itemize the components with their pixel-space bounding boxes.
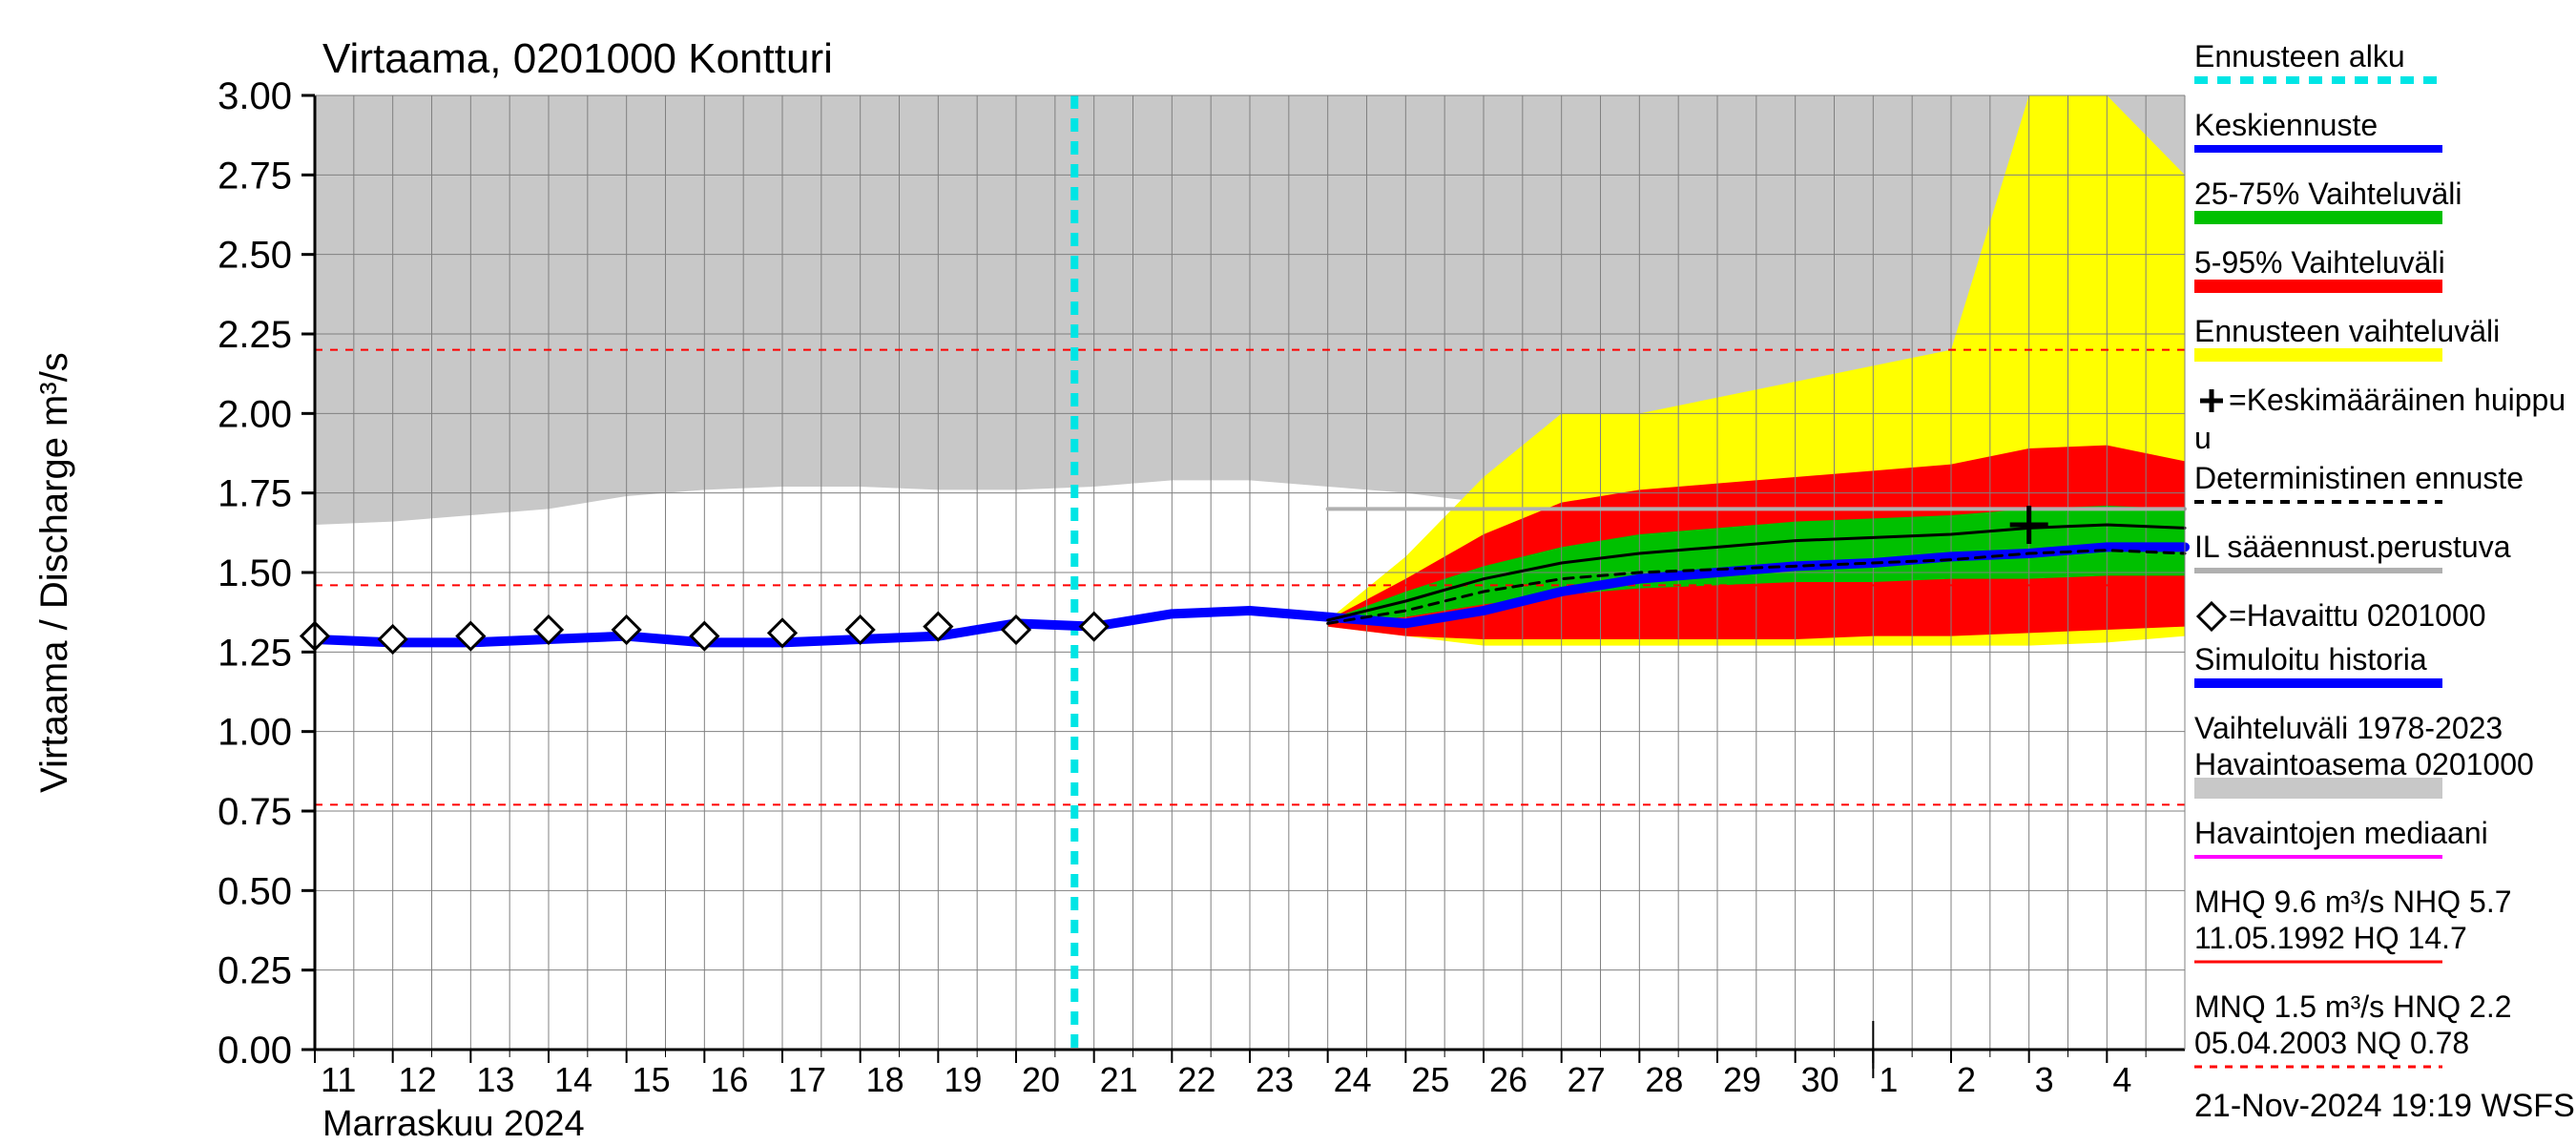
x-tick-label: 26 (1489, 1060, 1527, 1099)
y-tick-label: 1.50 (218, 552, 292, 594)
x-tick-label: 11 (321, 1060, 356, 1099)
x-tick-label: 28 (1645, 1060, 1683, 1099)
legend-label: MNQ 1.5 m³/s HNQ 2.2 (2194, 989, 2512, 1024)
legend-label: Keskiennuste (2194, 108, 2378, 142)
x-tick-label: 18 (866, 1060, 904, 1099)
y-tick-label: 1.25 (218, 632, 292, 674)
x-tick-label: 21 (1100, 1060, 1138, 1099)
legend-label: IL sääennust.perustuva (2194, 530, 2511, 564)
chart-container: 0.00 0.25 0.50 0.75 1.00 1.25 1.50 1.75 2.00 2.25… (0, 0, 2576, 1145)
legend-label: =Havaittu 0201000 (2229, 598, 2486, 633)
y-tick-label: 0.25 (218, 950, 292, 992)
chart-title: Virtaama, 0201000 Kontturi (322, 35, 833, 82)
y-tick-label: 2.00 (218, 393, 292, 435)
x-tick-label: 30 (1801, 1060, 1839, 1099)
legend-sublabel: Havaintoasema 0201000 (2194, 747, 2534, 781)
legend-label: Deterministinen ennuste (2194, 461, 2524, 495)
discharge-forecast-chart: 0.00 0.25 0.50 0.75 1.00 1.25 1.50 1.75 2.00 2.25… (0, 0, 2576, 1145)
legend-sublabel: 05.04.2003 NQ 0.78 (2194, 1026, 2469, 1060)
x-tick-label: 16 (710, 1060, 748, 1099)
legend-label: Simuloitu historia (2194, 642, 2427, 677)
y-tick-label: 2.75 (218, 155, 292, 197)
y-tick-label: 0.00 (218, 1030, 292, 1072)
x-tick-label: 25 (1411, 1060, 1449, 1099)
x-tick-label: 24 (1334, 1060, 1372, 1099)
x-tick-label: 22 (1177, 1060, 1215, 1099)
x-tick-label: 27 (1568, 1060, 1606, 1099)
legend-label: 25-75% Vaihteluväli (2194, 177, 2462, 211)
legend-label: u (2194, 421, 2212, 455)
y-tick-label: 3.00 (218, 75, 292, 117)
y-tick-label: 1.00 (218, 712, 292, 754)
legend-label: Ennusteen vaihteluväli (2194, 314, 2500, 348)
x-tick-label: 4 (2112, 1060, 2131, 1099)
x-tick-label: 1 (1879, 1060, 1898, 1099)
x-tick-label: 29 (1723, 1060, 1761, 1099)
x-tick-label: 2 (1957, 1060, 1976, 1099)
x-tick-label: 15 (633, 1060, 671, 1099)
legend-sublabel: 11.05.1992 HQ 14.7 (2194, 921, 2467, 955)
x-tick-label: 12 (399, 1060, 437, 1099)
legend-label: Ennusteen alku (2194, 39, 2405, 73)
legend-label: Havaintojen mediaani (2194, 816, 2488, 850)
x-tick-label: 13 (476, 1060, 514, 1099)
x-tick-label: 20 (1022, 1060, 1060, 1099)
x-tick-label: 19 (944, 1060, 982, 1099)
legend-label: =Keskimääräinen huippu (2229, 383, 2566, 417)
x-tick-label: 17 (788, 1060, 826, 1099)
x-tick-label: 14 (554, 1060, 592, 1099)
x-tick-label: 3 (2035, 1060, 2054, 1099)
y-axis-label: Virtaama / Discharge m³/s (33, 352, 75, 793)
legend-label: 5-95% Vaihteluväli (2194, 245, 2445, 280)
x-month-label-fi: Marraskuu 2024 (322, 1104, 585, 1144)
footer-timestamp: 21-Nov-2024 19:19 WSFS-O (2194, 1088, 2576, 1124)
y-tick-label: 1.75 (218, 473, 292, 515)
y-tick-label: 0.75 (218, 791, 292, 833)
y-tick-label: 0.50 (218, 870, 292, 912)
x-tick-label: 23 (1256, 1060, 1294, 1099)
legend-label: Vaihteluväli 1978-2023 (2194, 711, 2503, 745)
y-tick-label: 2.50 (218, 235, 292, 277)
legend-label: MHQ 9.6 m³/s NHQ 5.7 (2194, 885, 2512, 919)
y-tick-label: 2.25 (218, 314, 292, 356)
